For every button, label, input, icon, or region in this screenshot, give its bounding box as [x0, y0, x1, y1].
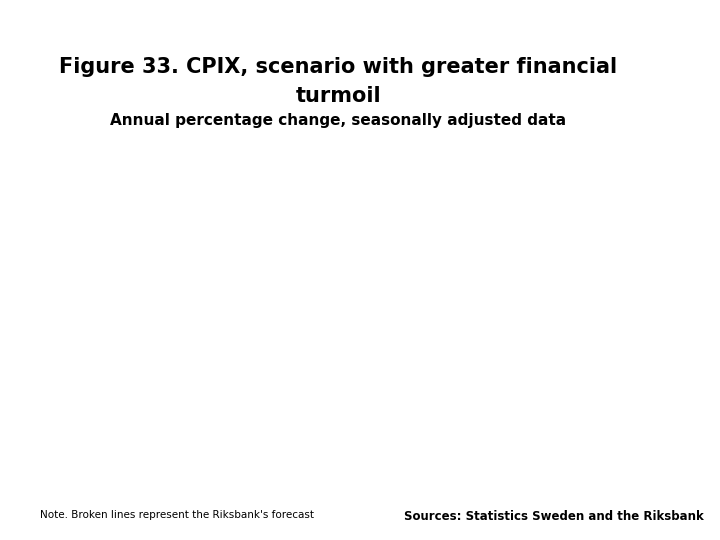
Text: Note. Broken lines represent the Riksbank's forecast: Note. Broken lines represent the Riksban… — [40, 510, 314, 521]
Text: SVERIGES
RIKSBANK: SVERIGES RIKSBANK — [642, 68, 686, 88]
Text: Figure 33. CPIX, scenario with greater financial: Figure 33. CPIX, scenario with greater f… — [59, 57, 618, 77]
Text: Annual percentage change, seasonally adjusted data: Annual percentage change, seasonally adj… — [110, 113, 567, 129]
Text: Sources: Statistics Sweden and the Riksbank: Sources: Statistics Sweden and the Riksb… — [405, 510, 704, 523]
Text: turmoil: turmoil — [296, 86, 381, 106]
Text: ❈❈❈
 ❈❈
❁❁❁
❁❁❁: ❈❈❈ ❈❈ ❁❁❁ ❁❁❁ — [655, 22, 672, 48]
